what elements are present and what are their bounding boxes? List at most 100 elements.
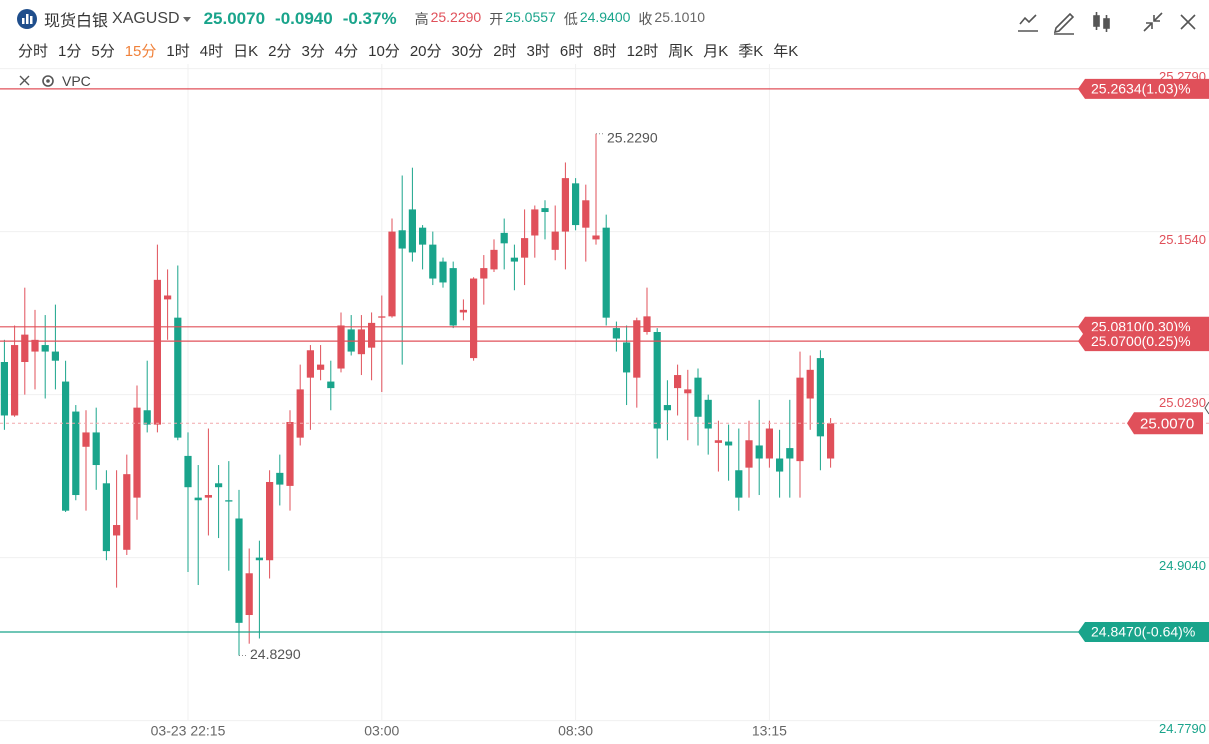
candle-body [164, 295, 172, 300]
timeframe[interactable]: 日K [233, 43, 259, 60]
timeframe[interactable]: 8时 [593, 43, 617, 60]
candle-body [408, 209, 416, 253]
candle-body [714, 440, 722, 443]
candle-body [357, 329, 365, 355]
timeframe[interactable]: 4分 [334, 43, 359, 60]
candle-body [725, 441, 733, 446]
timeframe[interactable]: 20分 [409, 43, 442, 60]
indicator-row: VPC [18, 73, 91, 89]
candle-body [541, 208, 549, 213]
stat-value: 25.2290 [430, 9, 482, 25]
candle-body [786, 448, 794, 459]
candle-body [21, 334, 29, 363]
candle-body [510, 257, 518, 262]
candle-body [602, 227, 610, 318]
indicator-icons[interactable] [18, 73, 56, 89]
candle-body [174, 317, 182, 438]
candle-body [113, 525, 121, 536]
change-pct: -0.37% [342, 9, 397, 28]
candle-body [327, 381, 335, 389]
candle-body [255, 557, 263, 561]
collapse-tool[interactable] [1143, 12, 1163, 32]
last-price-label: 25.0070 [1140, 415, 1194, 432]
stat-label: 收 [638, 11, 653, 27]
candle-body [633, 320, 641, 378]
x-tick-label: 03:00 [364, 723, 399, 739]
candle-body [102, 483, 110, 552]
timeframe[interactable]: 周K [668, 43, 694, 60]
candle-body [378, 316, 386, 318]
candle-body [735, 470, 743, 498]
timeframe[interactable]: 2分 [268, 43, 292, 60]
candle-body [674, 375, 682, 389]
dropdown[interactable] [180, 14, 194, 24]
candle-body [592, 235, 600, 240]
timeframe[interactable]: 年K [773, 43, 799, 60]
timeframe[interactable]: 6时 [559, 43, 584, 60]
candle-body [143, 410, 151, 425]
timeframes: 分时 1分 5分 15分 1时 4时 日K 2分 3分 4分 10分 20分 30分 2时 3时 6时 8时 12… [18, 40, 798, 61]
candle-body [337, 325, 345, 369]
candle-body [194, 497, 202, 501]
timeframe[interactable]: 10分 [368, 43, 400, 60]
candle-body [235, 518, 243, 623]
symbol[interactable]: XAGUSD [112, 10, 180, 27]
candle-body [816, 358, 824, 437]
candle-body [419, 227, 427, 245]
timeframe[interactable]: 5分 [91, 43, 115, 60]
toolbar [1018, 12, 1196, 35]
close-tool[interactable] [1180, 14, 1196, 30]
candle-body [500, 232, 508, 244]
candle-body [459, 309, 467, 313]
axis-handle [1204, 401, 1209, 415]
candle-body [51, 351, 59, 361]
line-tool[interactable] [1018, 14, 1038, 32]
candle-tool[interactable] [1093, 12, 1110, 32]
candle-body [306, 350, 314, 378]
candle-body [796, 377, 804, 462]
candle-body [296, 389, 304, 438]
candle-body [31, 339, 39, 352]
candle-body [215, 483, 223, 488]
price-label: 24.8470(-0.64)% [1091, 624, 1195, 640]
candle-body [92, 432, 100, 466]
candle-body [0, 362, 8, 416]
candle-body [643, 316, 651, 333]
candle-body [480, 268, 488, 279]
x-tick-label: 08:30 [558, 723, 593, 739]
price-label-box [1078, 331, 1209, 352]
timeframe[interactable]: 1时 [166, 43, 190, 60]
header: 现货白银 XAGUSD 25.0070 -0.0940 -0.37% 高 25.2… [16, 6, 705, 32]
timeframe[interactable]: 12时 [626, 43, 659, 60]
symbol-icon [17, 9, 37, 29]
price-label: 25.2634(1.03)% [1091, 81, 1191, 97]
candle-body [827, 423, 835, 459]
draw-tool[interactable] [1053, 12, 1075, 35]
timeframe[interactable]: 季K [738, 43, 764, 60]
timeframe[interactable]: 1分 [58, 43, 82, 60]
candle-body [429, 244, 437, 279]
timeframe[interactable]: 4时 [199, 43, 224, 60]
timeframe[interactable]: 15分 [124, 43, 157, 60]
y-tick-label: 24.7790 [1159, 721, 1206, 736]
candle-body [62, 381, 70, 511]
change: -0.0940 [275, 9, 333, 28]
candle-body [72, 411, 80, 496]
y-tick-label: 25.1540 [1159, 232, 1206, 247]
candle-body [41, 345, 49, 352]
candle-body [11, 345, 19, 416]
candle-body [755, 445, 763, 459]
last-price-box [1127, 412, 1203, 435]
timeframe[interactable]: 3时 [526, 43, 550, 60]
candle-body [776, 458, 784, 472]
candle-body [572, 183, 580, 226]
timeframe[interactable]: 分时 [18, 43, 49, 60]
timeframe[interactable]: 30分 [451, 43, 484, 60]
timeframe[interactable]: 2时 [493, 43, 517, 60]
timeframe[interactable]: 月K [703, 43, 729, 60]
candle-body [694, 377, 702, 417]
marker-label: 25.2290 [607, 129, 658, 145]
candle-body [153, 279, 161, 425]
indicator-name: VPC [62, 73, 91, 89]
timeframe[interactable]: 3分 [301, 43, 325, 60]
